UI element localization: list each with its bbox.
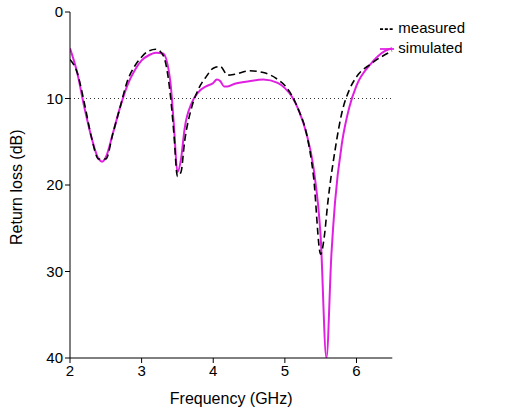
svg-text:40: 40 [46,349,63,366]
svg-text:Frequency (GHz): Frequency (GHz) [170,390,293,407]
svg-text:3: 3 [137,362,145,379]
svg-text:30: 30 [46,263,63,280]
svg-text:4: 4 [209,362,217,379]
svg-text:2: 2 [66,362,74,379]
svg-text:0: 0 [55,3,63,20]
svg-text:Return loss (dB): Return loss (dB) [8,129,25,245]
svg-text:10: 10 [46,90,63,107]
html-text:simulated: simulated [398,39,463,56]
svg-text:20: 20 [46,176,63,193]
html-text:measured: measured [398,19,465,36]
svg-text:5: 5 [281,362,289,379]
svg-text:6: 6 [352,362,360,379]
